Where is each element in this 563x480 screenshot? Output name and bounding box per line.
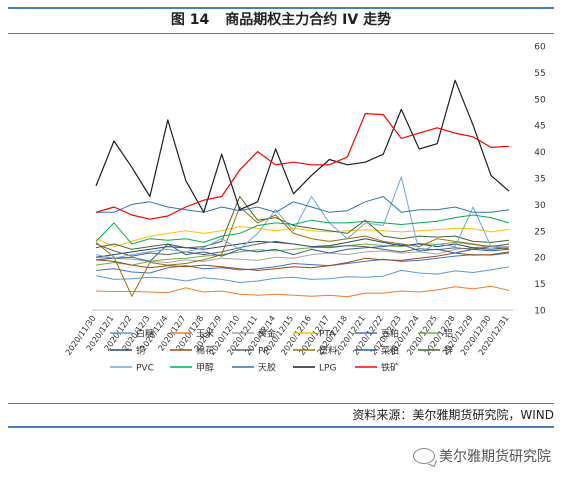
series-line xyxy=(95,214,510,245)
series-line xyxy=(95,112,510,220)
series-line xyxy=(95,252,510,274)
y-tick-label: 55 xyxy=(534,69,545,79)
y-tick-label: 40 xyxy=(534,148,546,158)
legend-label: PP xyxy=(258,347,269,357)
legend-label: 铜 xyxy=(136,345,145,357)
legend-label: 铁矿 xyxy=(381,362,399,374)
legend-label: PTA xyxy=(319,330,336,340)
legend-label: LPG xyxy=(319,364,336,374)
legend-label: 棉花 xyxy=(196,345,214,357)
legend-label: 玉米 xyxy=(196,328,214,340)
wechat-icon xyxy=(413,448,435,464)
watermark: 美尔雅期货研究院 xyxy=(413,446,551,466)
legend-label: 白糖 xyxy=(136,328,154,340)
figure-number: 图 14 xyxy=(170,12,210,28)
series-line xyxy=(95,243,510,262)
legend-label: 铝 xyxy=(444,328,453,340)
series-line xyxy=(95,285,510,298)
legend-label: 豆粕 xyxy=(381,328,399,340)
legend-label: 天胶 xyxy=(258,362,276,374)
series-line xyxy=(95,206,510,297)
legend-label: 塑料 xyxy=(319,345,337,357)
figure-title: 图 14 商品期权主力合约 IV 走势 xyxy=(8,7,554,34)
series-line xyxy=(95,79,510,213)
legend-label: 菜粕 xyxy=(381,345,399,357)
watermark-text: 美尔雅期货研究院 xyxy=(439,449,551,465)
legend-label: 锌 xyxy=(444,345,453,357)
legend-label: 甲醇 xyxy=(196,362,214,374)
legend-label: PVC xyxy=(136,364,154,374)
y-tick-label: 45 xyxy=(534,122,545,132)
series-line xyxy=(96,196,510,213)
y-tick-label: 10 xyxy=(534,307,546,317)
source-note: 资料来源：美尔雅期货研究院，WIND xyxy=(8,403,554,428)
y-tick-label: 25 xyxy=(534,227,545,237)
series-line xyxy=(95,266,510,283)
y-tick-label: 20 xyxy=(534,254,546,264)
series-line xyxy=(95,245,510,263)
series-line xyxy=(95,251,510,271)
y-tick-label: 15 xyxy=(534,280,545,290)
series-line xyxy=(95,226,510,248)
iv-line-chart: 10152025303540455055602020/11/302020/12/… xyxy=(64,43,546,374)
y-tick-label: 60 xyxy=(534,43,546,53)
y-tick-label: 50 xyxy=(534,95,546,105)
y-tick-label: 30 xyxy=(534,201,546,211)
legend-label: 黄金 xyxy=(258,328,276,340)
series-line xyxy=(95,176,510,259)
figure-title-text: 商品期权主力合约 IV 走势 xyxy=(225,12,392,28)
series-line xyxy=(95,196,510,250)
y-tick-label: 35 xyxy=(534,175,545,185)
